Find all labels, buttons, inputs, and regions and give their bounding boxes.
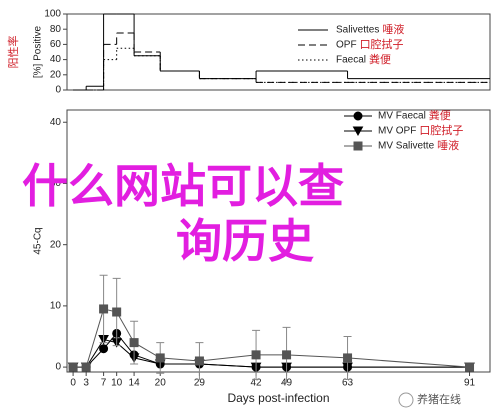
- marker: [99, 344, 109, 354]
- x-tick-label: 10: [111, 378, 123, 389]
- marker: [282, 350, 292, 360]
- plot-frame: [66, 109, 491, 373]
- y-tick-label: 10: [50, 301, 62, 312]
- legend-note: 唾液: [382, 22, 404, 36]
- x-tick-label: 0: [70, 378, 76, 389]
- legend-note: 唾液: [437, 138, 459, 152]
- x-tick-label: 63: [342, 378, 354, 389]
- marker: [343, 353, 353, 363]
- x-tick-label: 49: [281, 378, 293, 389]
- y-tick-label: 60: [50, 39, 62, 50]
- marker: [251, 350, 261, 360]
- watermark: 养猪在线: [417, 392, 461, 406]
- y-tick-label: 0: [55, 85, 61, 96]
- y-axis-note: 阳性率: [6, 36, 20, 69]
- marker: [155, 353, 165, 363]
- marker: [352, 126, 364, 137]
- legend-label: Salivettes: [336, 25, 379, 36]
- marker: [129, 338, 139, 348]
- y-tick-label: 20: [50, 239, 62, 250]
- y-tick-label: 40: [50, 117, 62, 128]
- y-tick-label: 100: [44, 9, 61, 20]
- legend-label: MV Salivette: [378, 141, 435, 152]
- y-tick-label: 40: [50, 54, 62, 65]
- legend-label: Faecal: [336, 55, 366, 66]
- marker: [465, 362, 475, 372]
- x-axis-label: Days post-infection: [227, 391, 329, 405]
- watermark-icon: [398, 392, 414, 408]
- marker: [353, 141, 363, 151]
- x-tick-label: 29: [194, 378, 206, 389]
- marker: [353, 111, 363, 121]
- marker: [99, 304, 109, 314]
- y-tick-label: 0: [55, 362, 61, 373]
- y-tick-label: 80: [50, 24, 62, 35]
- y-tick-label: 20: [50, 69, 62, 80]
- x-tick-label: 3: [83, 378, 89, 389]
- y-axis-label: 45-Cq: [33, 227, 44, 254]
- marker: [81, 362, 91, 372]
- y-axis-label: [%] Positive: [33, 25, 44, 78]
- y-tick-label: 30: [50, 178, 62, 189]
- marker: [194, 356, 204, 366]
- legend-label: OPF: [336, 40, 357, 51]
- legend-label: MV Faecal: [378, 111, 426, 122]
- x-tick-label: 42: [251, 378, 263, 389]
- overlay-text: 询历史: [176, 215, 314, 267]
- legend-note: 粪便: [369, 52, 391, 66]
- x-tick-label: 91: [464, 378, 476, 389]
- legend-label: MV OPF: [378, 126, 416, 137]
- x-tick-label: 20: [155, 378, 167, 389]
- legend-note: 粪便: [429, 108, 451, 122]
- plot-frame: [66, 13, 491, 91]
- overlay-text: 什么网站可以查: [22, 160, 344, 212]
- legend-note: 口腔拭子: [360, 37, 404, 51]
- marker: [68, 362, 78, 372]
- x-tick-label: 14: [129, 378, 141, 389]
- legend-note: 口腔拭子: [419, 123, 463, 137]
- marker: [112, 307, 122, 317]
- x-tick-label: 7: [101, 378, 107, 389]
